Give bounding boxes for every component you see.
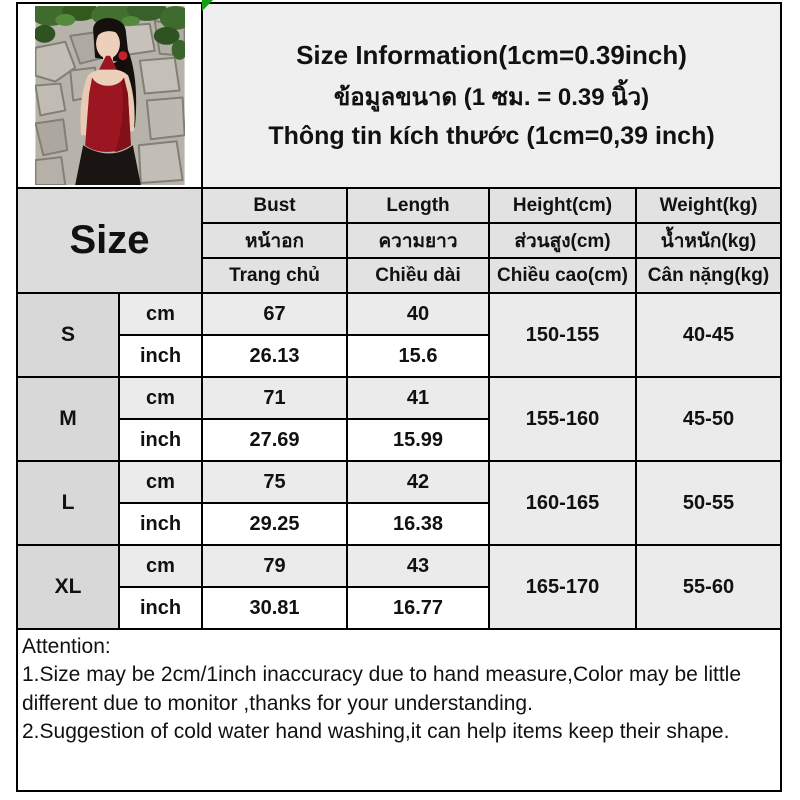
title-cell: Size Information(1cm=0.39inch) ข้อมูลขนา… [201,2,782,189]
title-thai: ข้อมูลขนาด (1 ซม. = 0.39 นิ้ว) [333,84,650,111]
unit-label-cm: cm [118,376,203,420]
unit-label-inch: inch [118,502,203,546]
cell-weight-xl: 55-60 [635,544,782,630]
cell-length-inch-s: 15.6 [346,334,490,378]
col-header-bust-vi: Trang chủ [201,257,348,294]
unit-label-inch: inch [118,334,203,378]
size-label-m: M [16,376,120,462]
attention-note-1: 1.Size may be 2cm/1inch inaccuracy due t… [22,663,742,715]
attention-section: Attention: 1.Size may be 2cm/1inch inacc… [16,628,782,792]
cell-length-cm-l: 42 [346,460,490,504]
cell-length-inch-l: 16.38 [346,502,490,546]
col-header-length-en: Length [346,187,490,224]
size-table: Size Information(1cm=0.39inch) ข้อมูลขนา… [16,2,782,792]
cell-length-inch-xl: 16.77 [346,586,490,630]
cell-length-cm-s: 40 [346,292,490,336]
col-header-weight-th: น้ำหนัก(kg) [635,222,782,259]
col-header-bust-th: หน้าอก [201,222,348,259]
col-header-height-th: ส่วนสูง(cm) [488,222,637,259]
cell-height-s: 150-155 [488,292,637,378]
cell-bust-cm-s: 67 [201,292,348,336]
cell-weight-m: 45-50 [635,376,782,462]
corner-marker-icon [202,0,213,11]
unit-label-cm: cm [118,460,203,504]
cell-bust-inch-m: 27.69 [201,418,348,462]
cell-length-cm-xl: 43 [346,544,490,588]
cell-weight-s: 40-45 [635,292,782,378]
cell-bust-inch-l: 29.25 [201,502,348,546]
cell-weight-l: 50-55 [635,460,782,546]
cell-bust-cm-xl: 79 [201,544,348,588]
cell-height-l: 160-165 [488,460,637,546]
size-label-xl: XL [16,544,120,630]
cell-height-xl: 165-170 [488,544,637,630]
col-header-bust-en: Bust [201,187,348,224]
cell-length-cm-m: 41 [346,376,490,420]
size-header: Size [16,187,203,294]
unit-label-inch: inch [118,418,203,462]
model-photo [34,6,185,185]
attention-heading: Attention: [22,635,111,658]
cell-length-inch-m: 15.99 [346,418,490,462]
model-photo-cell [16,2,203,189]
cell-bust-cm-m: 71 [201,376,348,420]
col-header-height-vi: Chiều cao(cm) [488,257,637,294]
unit-label-cm: cm [118,544,203,588]
size-label-s: S [16,292,120,378]
col-header-weight-en: Weight(kg) [635,187,782,224]
col-header-length-th: ความยาว [346,222,490,259]
size-label-l: L [16,460,120,546]
col-header-length-vi: Chiều dài [346,257,490,294]
col-header-weight-vi: Cân nặng(kg) [635,257,782,294]
title-english: Size Information(1cm=0.39inch) [296,40,687,70]
cell-height-m: 155-160 [488,376,637,462]
unit-label-inch: inch [118,586,203,630]
cell-bust-inch-s: 26.13 [201,334,348,378]
cell-bust-cm-l: 75 [201,460,348,504]
attention-note-2: 2.Suggestion of cold water hand washing,… [22,720,730,744]
col-header-height-en: Height(cm) [488,187,637,224]
title-vietnamese: Thông tin kích thước (1cm=0,39 inch) [268,122,715,150]
unit-label-cm: cm [118,292,203,336]
cell-bust-inch-xl: 30.81 [201,586,348,630]
